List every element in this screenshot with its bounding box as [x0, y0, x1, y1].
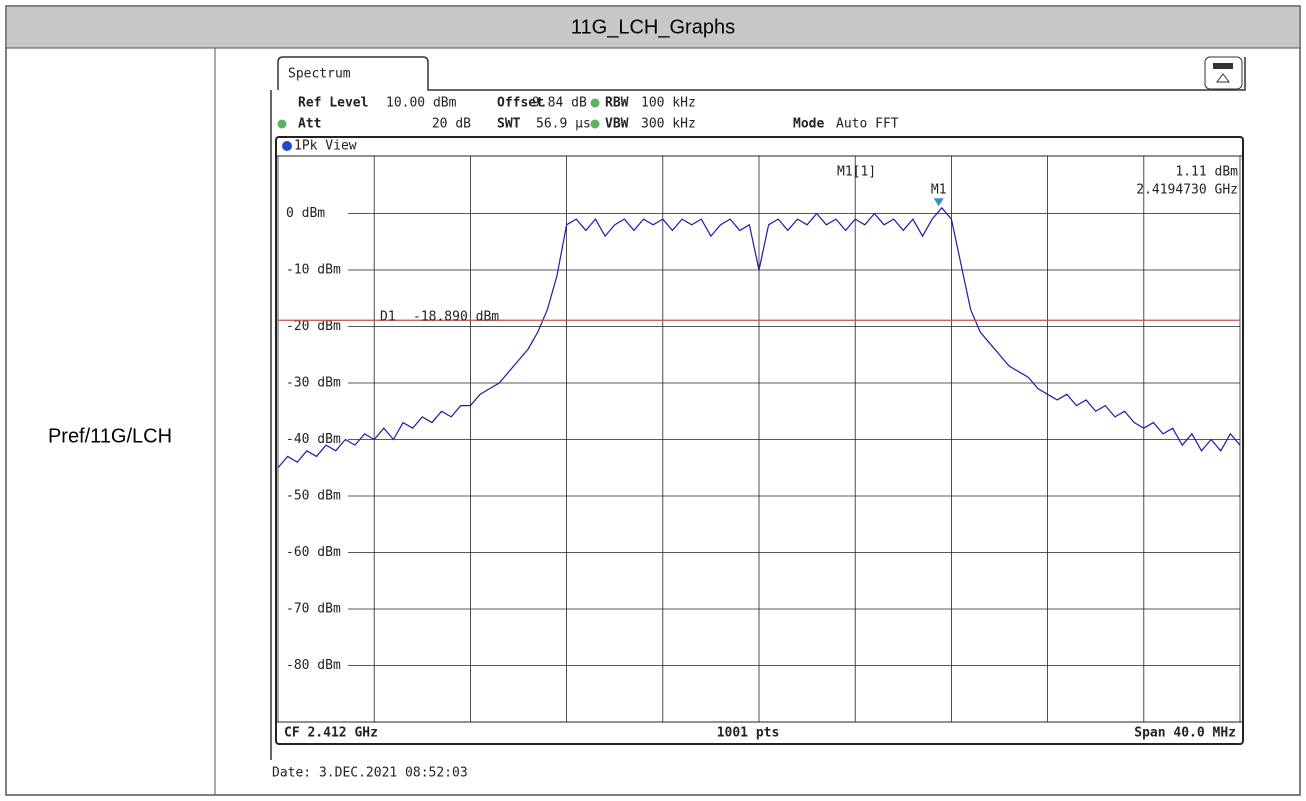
setting-value: 56.9 µs	[536, 117, 591, 132]
tab-frame	[270, 56, 1246, 760]
y-tick-label: -10 dBm	[286, 263, 341, 278]
y-tick-label: -70 dBm	[286, 602, 341, 617]
y-tick-label: -20 dBm	[286, 319, 341, 334]
marker	[933, 198, 944, 207]
row-label: Pref/11G/LCH	[48, 425, 172, 447]
icon	[1204, 56, 1243, 90]
footer-left: CF 2.412 GHz	[284, 726, 378, 741]
y-tick-label: -30 dBm	[286, 376, 341, 391]
icon-part	[1213, 63, 1233, 69]
y-tick-label: -80 dBm	[286, 658, 341, 673]
status-dot	[277, 119, 287, 129]
status-dot	[590, 119, 600, 129]
status-dot	[590, 98, 600, 108]
setting-value: 20 dB	[432, 117, 471, 132]
setting-label: Att	[298, 117, 321, 132]
y-tick-label: 0 dBm	[286, 206, 325, 221]
marker-y-label: 1.11 dBm	[1175, 165, 1238, 180]
footer-right: Span 40.0 MHz	[1134, 726, 1236, 741]
y-tick-label: -40 dBm	[286, 432, 341, 447]
y-tick-label: -50 dBm	[286, 489, 341, 504]
plot-frame	[275, 136, 1244, 745]
view-dot	[282, 141, 292, 151]
display-line-value: -18.890 dBm	[413, 310, 499, 325]
date: Date: 3.DEC.2021 08:52:03	[272, 766, 468, 781]
header-band	[6, 6, 1300, 48]
setting-value: Auto FFT	[836, 117, 899, 132]
setting-label: VBW	[605, 117, 629, 132]
setting-value: 300 kHz	[641, 117, 696, 132]
footer-center: 1001 pts	[717, 726, 780, 741]
y-tick-label: -60 dBm	[286, 545, 341, 560]
setting-label: SWT	[497, 117, 521, 132]
trace	[277, 206, 1241, 469]
setting-value: 100 kHz	[641, 96, 696, 111]
tab-label: Spectrum	[288, 67, 351, 82]
view-label: 1Pk View	[294, 139, 357, 154]
setting-label: RBW	[605, 96, 629, 111]
marker-name: M1	[931, 183, 947, 198]
setting-label: Offset	[497, 96, 544, 111]
table-header: 11G_LCH_Graphs	[571, 16, 735, 38]
setting-value: 10.00 dBm	[386, 96, 457, 111]
setting-label: Mode	[793, 117, 824, 132]
setting-value: 9.84 dB	[532, 96, 587, 111]
marker-x-label: 2.4194730 GHz	[1136, 183, 1238, 198]
setting-label: Ref Level	[298, 96, 368, 111]
display-line-name: D1	[380, 310, 396, 325]
marker-trace-label: M1[1]	[837, 165, 876, 180]
icon-part	[1216, 73, 1230, 83]
